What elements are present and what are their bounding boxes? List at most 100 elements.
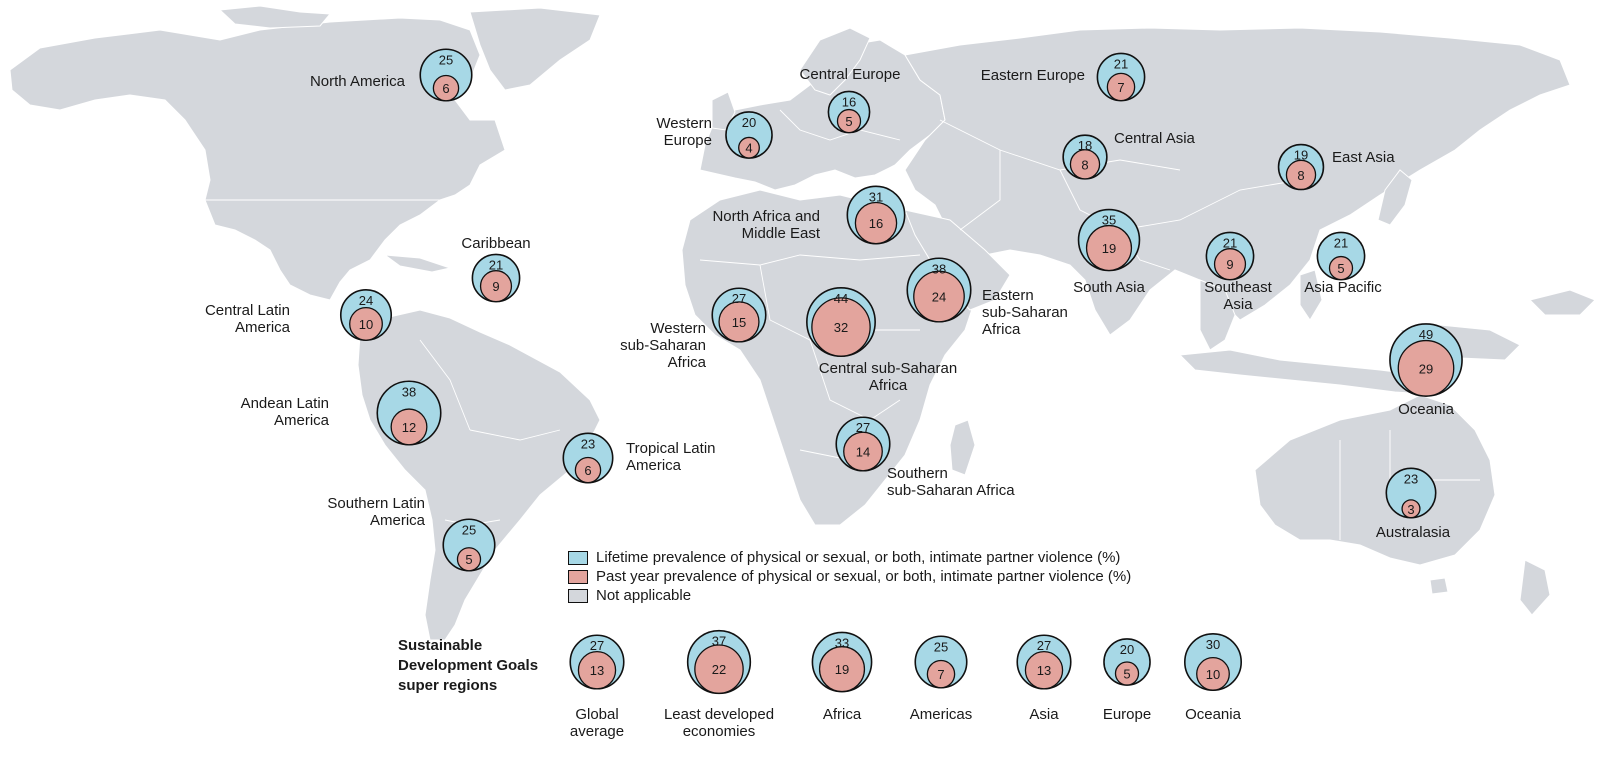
lifetime-value: 20	[742, 115, 756, 130]
region-bubble-caribbean: 219	[471, 253, 521, 303]
region-label: Central Latin	[205, 302, 290, 319]
lifetime-value: 49	[1419, 327, 1433, 342]
region-label: Central Europe	[800, 66, 901, 83]
land-japan	[1377, 169, 1413, 226]
sdg-title-line: Sustainable	[398, 637, 483, 654]
land-arabia	[904, 209, 1011, 311]
land-australia	[1254, 394, 1496, 566]
legend-label-not-applicable: Not applicable	[596, 587, 692, 604]
region-label: Africa	[668, 354, 707, 371]
region-label: Central Asia	[1114, 130, 1196, 147]
lifetime-value: 21	[1334, 235, 1348, 250]
lifetime-value: 21	[489, 257, 503, 272]
land-cuba	[383, 254, 452, 273]
region-bubble-southeast-asia: 219	[1205, 231, 1255, 281]
region-bubble-east-asia: 198	[1277, 143, 1325, 191]
past-year-value: 10	[359, 317, 373, 332]
land-new-zealand	[1519, 559, 1551, 616]
region-label: Eastern Europe	[981, 67, 1085, 84]
region-label: Southern Latin	[327, 495, 425, 512]
region-label: East Asia	[1332, 149, 1395, 166]
land-scandinavia	[799, 27, 871, 96]
past-year-circle	[738, 136, 760, 159]
past-year-circle	[1213, 248, 1247, 281]
legend-label-lifetime: Lifetime prevalence of physical or sexua…	[596, 549, 1121, 566]
land-philippines	[1299, 269, 1323, 321]
past-year-circle	[1106, 72, 1136, 102]
past-year-circle	[1328, 255, 1354, 281]
region-bubble-tropical-latin-america: 23 6	[562, 432, 614, 484]
past-year-circle	[577, 650, 617, 690]
region-bubble-south-asia: 35 19	[1077, 208, 1141, 272]
region-bubble-eastern-sub-saharan-africa: 38 24	[906, 257, 972, 323]
legend-label-past-year: Past year prevalence of physical or sexu…	[596, 568, 1132, 585]
lifetime-value: 27	[856, 420, 870, 435]
past-year-value: 8	[1081, 157, 1088, 172]
super-region-bubble-least-developed-economies: 37 22	[686, 629, 752, 695]
lifetime-value: 25	[462, 522, 476, 537]
region-label: Western	[656, 115, 712, 132]
region-bubble-central-latin-america: 24 10	[339, 288, 393, 342]
lifetime-value: 38	[402, 384, 416, 399]
past-year-value: 13	[590, 663, 604, 678]
past-year-value: 5	[845, 114, 852, 129]
region-label: economies	[683, 723, 756, 740]
past-year-circle	[854, 201, 898, 245]
past-year-value: 3	[1407, 502, 1414, 517]
past-year-value: 6	[584, 463, 591, 478]
past-year-value: 10	[1206, 667, 1220, 682]
past-year-circle	[843, 431, 883, 472]
lifetime-value: 23	[1404, 471, 1418, 486]
region-label: Asia	[1223, 296, 1253, 313]
region-label: Oceania	[1398, 401, 1455, 418]
past-year-circle	[1114, 661, 1140, 686]
past-year-value: 29	[1419, 361, 1433, 376]
region-bubble-australasia: 23 3	[1385, 467, 1437, 519]
region-label: Middle East	[742, 225, 821, 242]
past-year-circle	[1024, 650, 1064, 690]
border-line	[1059, 169, 1301, 231]
past-year-value: 9	[1226, 257, 1233, 272]
sdg-title-line: super regions	[398, 677, 498, 694]
border-line	[809, 339, 901, 421]
land-south-america	[357, 309, 601, 641]
region-bubble-central-sub-saharan-africa: 44 32	[806, 287, 876, 357]
land-tasmania	[1429, 577, 1449, 595]
lifetime-value: 21	[1223, 235, 1237, 250]
region-label: Caribbean	[461, 235, 530, 252]
lifetime-value: 25	[934, 639, 948, 654]
land-madagascar	[949, 419, 976, 476]
lifetime-value: 20	[1120, 642, 1134, 657]
past-year-circle	[836, 108, 862, 134]
region-label: America	[235, 319, 291, 336]
region-label: Africa	[869, 377, 908, 394]
past-year-value: 5	[1123, 667, 1130, 682]
past-year-circle	[913, 270, 965, 323]
past-year-circle	[811, 297, 871, 357]
region-label: Africa	[823, 706, 862, 723]
land-north-america	[9, 17, 506, 301]
past-year-value: 22	[712, 662, 726, 677]
past-year-circle	[926, 659, 956, 689]
region-bubble-central-asia: 188	[1062, 134, 1108, 180]
past-year-value: 7	[937, 667, 944, 682]
region-label: Andean Latin	[241, 395, 329, 412]
region-bubble-western-sub-saharan-africa: 27 15	[711, 287, 767, 343]
land-asia	[904, 27, 1571, 336]
super-region-bubble-africa: 33 19	[811, 631, 873, 693]
past-year-swatch	[568, 569, 588, 584]
super-region-bubble-global-average: 27 13	[569, 634, 625, 690]
region-bubble-north-africa-and-middle-east: 31 16	[846, 185, 906, 245]
border-line	[779, 109, 901, 141]
past-year-value: 16	[869, 216, 883, 231]
past-year-value: 5	[465, 552, 472, 567]
border-line	[469, 429, 561, 441]
region-bubble-southern-sub-saharan-africa: 27 14	[835, 416, 891, 472]
region-label: Europe	[1103, 706, 1151, 723]
lifetime-value: 18	[1078, 138, 1092, 153]
region-label: Asia	[1029, 706, 1059, 723]
lifetime-value: 35	[1102, 213, 1116, 228]
past-year-circle	[432, 74, 460, 102]
super-region-bubble-americas: 25 7	[914, 635, 968, 689]
region-bubble-southern-latin-america: 25 5	[442, 518, 496, 572]
